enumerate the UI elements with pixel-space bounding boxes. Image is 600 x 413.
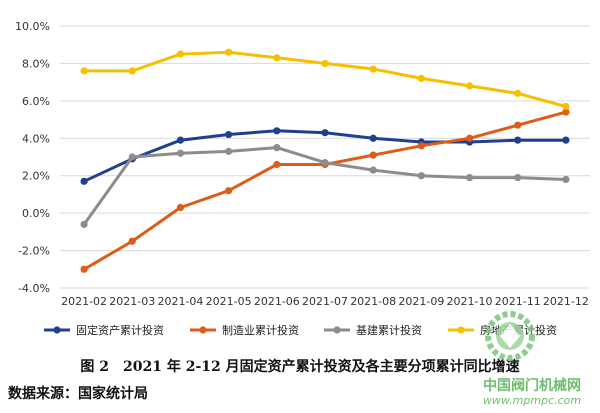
x-tick-label: 2021-06 bbox=[254, 295, 300, 308]
y-tick-label: 8.0% bbox=[22, 57, 50, 70]
legend-label: 固定资产累计投资 bbox=[76, 323, 164, 337]
data-point bbox=[465, 134, 474, 142]
y-tick-label: 10.0% bbox=[15, 20, 50, 33]
data-point bbox=[321, 59, 329, 68]
watermark-logo: 中国阀门机械网 www.mpmpc.com bbox=[483, 311, 581, 407]
y-tick-label: 0.0% bbox=[22, 207, 50, 220]
data-point bbox=[562, 102, 570, 111]
legend-label: 制造业累计投资 bbox=[222, 323, 299, 337]
grid-lines bbox=[60, 25, 590, 289]
data-point bbox=[562, 136, 570, 144]
y-tick-label: 4.0% bbox=[22, 132, 50, 145]
y-tick-label: 6.0% bbox=[22, 95, 50, 108]
legend-swatch-marker bbox=[457, 326, 465, 334]
data-point bbox=[417, 74, 425, 82]
legend-swatch-marker bbox=[199, 326, 207, 334]
data-point bbox=[369, 134, 377, 142]
x-tick-label: 2021-12 bbox=[543, 295, 589, 308]
figure-caption: 图 2 2021 年 2-12 月固定资产累计投资及各主要分项累计同比增速 bbox=[80, 359, 520, 375]
x-tick-label: 2021-05 bbox=[206, 295, 252, 308]
data-point bbox=[176, 136, 185, 144]
data-point bbox=[225, 48, 233, 56]
x-tick-label: 2021-11 bbox=[495, 295, 541, 308]
data-point bbox=[80, 220, 88, 228]
data-point bbox=[465, 173, 474, 182]
y-axis-tick-labels: -4.0% -2.0% 0.0% 2.0% 4.0% 6.0% 8.0% 10.0% bbox=[15, 20, 50, 295]
data-source-note: 数据来源：国家统计局 bbox=[8, 386, 148, 402]
x-tick-label: 2021-09 bbox=[398, 295, 444, 308]
data-point bbox=[562, 108, 570, 116]
data-point bbox=[562, 175, 570, 184]
data-point bbox=[128, 153, 136, 161]
data-point bbox=[80, 177, 88, 185]
y-tick-label: -4.0% bbox=[18, 282, 50, 295]
data-point bbox=[321, 159, 329, 167]
data-point bbox=[417, 142, 425, 150]
data-point bbox=[225, 187, 233, 195]
data-point bbox=[273, 160, 281, 169]
data-point bbox=[514, 136, 522, 144]
legend-item: 固定资产累计投资 bbox=[44, 323, 164, 337]
watermark-url: www.mpmpc.com bbox=[483, 394, 581, 407]
data-point bbox=[273, 127, 281, 135]
data-point bbox=[465, 82, 474, 90]
y-tick-label: -2.0% bbox=[18, 245, 50, 258]
data-point bbox=[417, 172, 425, 180]
series-4 bbox=[80, 48, 570, 111]
x-tick-label: 2021-03 bbox=[109, 295, 155, 308]
data-point bbox=[514, 121, 522, 129]
data-point bbox=[225, 130, 233, 139]
legend-item: 基建累计投资 bbox=[324, 323, 422, 337]
data-point bbox=[369, 151, 377, 159]
watermark-text: 中国阀门机械网 bbox=[483, 377, 581, 394]
legend-label: 基建累计投资 bbox=[356, 323, 422, 337]
data-point bbox=[321, 129, 329, 137]
data-point bbox=[273, 144, 281, 152]
y-tick-label: 2.0% bbox=[22, 170, 50, 183]
legend-swatch-marker bbox=[333, 326, 341, 334]
series-3 bbox=[80, 144, 570, 228]
series-lines bbox=[80, 48, 570, 273]
data-point bbox=[369, 65, 377, 73]
data-point bbox=[176, 203, 185, 212]
data-point bbox=[369, 166, 377, 174]
x-tick-label: 2021-10 bbox=[447, 295, 493, 308]
data-point bbox=[514, 173, 522, 182]
data-point bbox=[128, 67, 136, 75]
data-point bbox=[80, 265, 88, 273]
legend-item: 制造业累计投资 bbox=[190, 323, 299, 337]
x-tick-label: 2021-08 bbox=[350, 295, 396, 308]
data-point bbox=[128, 237, 136, 245]
legend-swatch-marker bbox=[53, 326, 61, 334]
data-point bbox=[514, 89, 522, 97]
data-point bbox=[176, 149, 185, 157]
x-tick-label: 2021-07 bbox=[302, 295, 348, 308]
x-axis-tick-labels: 2021-02 2021-03 2021-04 2021-05 2021-06 2021-… bbox=[61, 295, 589, 308]
line-chart: -4.0% -2.0% 0.0% 2.0% 4.0% 6.0% 8.0% 10.0% 2021… bbox=[15, 20, 590, 337]
x-tick-label: 2021-04 bbox=[157, 295, 203, 308]
data-point bbox=[176, 50, 185, 58]
data-point bbox=[225, 147, 233, 155]
x-tick-label: 2021-02 bbox=[61, 295, 107, 308]
data-point bbox=[273, 54, 281, 62]
data-point bbox=[80, 67, 88, 75]
